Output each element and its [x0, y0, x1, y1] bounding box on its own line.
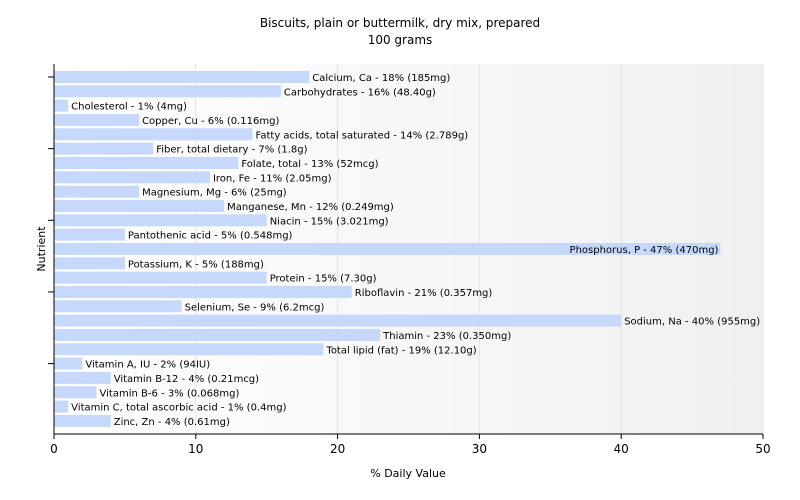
- bar-label: Calcium, Ca - 18% (185mg): [312, 73, 450, 84]
- bar: [54, 414, 111, 427]
- bar-label: Thiamin - 23% (0.350mg): [382, 331, 511, 342]
- bar-label: Zinc, Zn - 4% (0.61mg): [114, 417, 230, 428]
- bar-label: Protein - 15% (7.30g): [270, 274, 377, 285]
- bar-label: Vitamin B-6 - 3% (0.068mg): [100, 388, 240, 399]
- x-tick-label: 20: [330, 442, 345, 456]
- bar: [54, 185, 140, 198]
- bars-group: [54, 71, 721, 427]
- y-axis-title: Nutrient: [35, 226, 48, 272]
- bar-label: Potassium, K - 5% (188mg): [128, 259, 264, 270]
- chart-subtitle: 100 grams: [368, 33, 433, 47]
- x-tick-label: 0: [50, 442, 58, 456]
- bar: [54, 271, 267, 284]
- bar-label: Carbohydrates - 16% (48.40g): [284, 87, 436, 98]
- x-tick-label: 30: [472, 442, 487, 456]
- bar-label: Vitamin B-12 - 4% (0.21mcg): [114, 374, 259, 385]
- bar-label: Copper, Cu - 6% (0.116mg): [142, 116, 279, 127]
- bar: [54, 142, 154, 155]
- bar-label: Riboflavin - 21% (0.357mg): [355, 288, 493, 299]
- bar-label: Fiber, total dietary - 7% (1.8g): [156, 145, 307, 156]
- bar: [54, 171, 210, 184]
- bar: [54, 113, 140, 126]
- bar-label: Cholesterol - 1% (4mg): [71, 102, 187, 113]
- bar: [54, 214, 267, 227]
- bar-label: Niacin - 15% (3.021mg): [270, 216, 389, 227]
- bar-label: Iron, Fe - 11% (2.05mg): [213, 173, 332, 184]
- bar-label: Pantothenic acid - 5% (0.548mg): [128, 231, 293, 242]
- axes-group: [48, 64, 763, 435]
- bar-label: Folate, total - 13% (52mcg): [241, 159, 378, 170]
- chart-title: Biscuits, plain or buttermilk, dry mix, …: [260, 16, 540, 30]
- bar: [54, 357, 83, 370]
- x-tick-label: 10: [188, 442, 203, 456]
- bar: [54, 285, 352, 298]
- bar: [54, 400, 69, 413]
- bar-label: Total lipid (fat) - 19% (12.10g): [325, 345, 476, 356]
- bar: [54, 371, 111, 384]
- bar: [54, 328, 381, 341]
- bar: [54, 128, 253, 141]
- bar-label: Fatty acids, total saturated - 14% (2.78…: [256, 130, 469, 141]
- x-tick-label: 50: [755, 442, 770, 456]
- bar: [54, 257, 125, 270]
- bar: [54, 199, 225, 212]
- bar: [54, 300, 182, 313]
- bar: [54, 386, 97, 399]
- bar-label: Vitamin C, total ascorbic acid - 1% (0.4…: [71, 403, 286, 414]
- bar: [54, 343, 324, 356]
- bar-label: Magnesium, Mg - 6% (25mg): [142, 188, 287, 199]
- bar: [54, 85, 281, 98]
- x-ticks-group: 0 10 20 30 40 50: [50, 434, 771, 456]
- x-axis-title: % Daily Value: [370, 467, 446, 480]
- bar-labels-group: Calcium, Ca - 18% (185mg) Carbohydrates -…: [71, 73, 760, 428]
- bar: [54, 156, 239, 169]
- x-tick-label: 40: [614, 442, 629, 456]
- bar-label: Manganese, Mn - 12% (0.249mg): [227, 202, 394, 213]
- bar: [54, 228, 125, 241]
- bar: [54, 99, 69, 112]
- bar-label: Selenium, Se - 9% (6.2mcg): [185, 302, 325, 313]
- bar-label: Sodium, Na - 40% (955mg): [624, 317, 760, 328]
- bar: [54, 314, 622, 327]
- bar: [54, 71, 310, 83]
- bar-label: Vitamin A, IU - 2% (94IU): [85, 360, 210, 371]
- bar-label: Phosphorus, P - 47% (470mg): [570, 245, 719, 256]
- bar: [54, 242, 721, 255]
